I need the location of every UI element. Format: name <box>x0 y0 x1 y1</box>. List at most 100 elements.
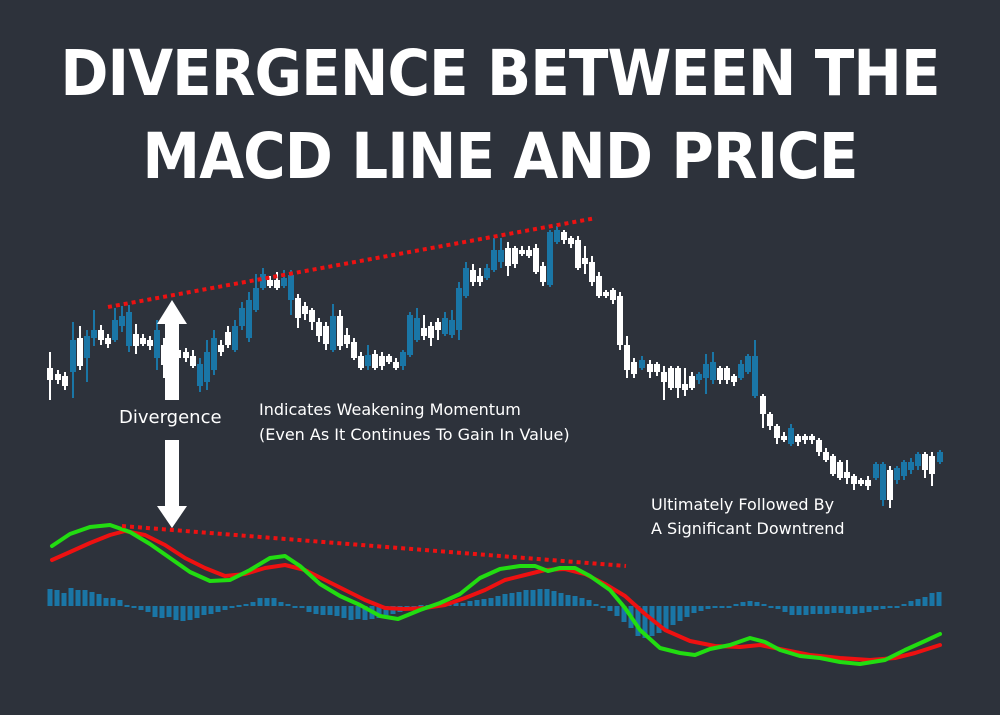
candle <box>505 242 511 276</box>
candle <box>232 320 238 352</box>
candle <box>435 318 441 340</box>
candle <box>561 230 567 244</box>
candle <box>442 312 448 336</box>
candle <box>267 276 273 288</box>
histogram-bar <box>838 606 844 613</box>
candle <box>147 336 153 350</box>
histogram-bar <box>194 606 200 618</box>
histogram-bar <box>530 590 536 606</box>
downtrend-label-1: Ultimately Followed By <box>651 495 835 514</box>
candle <box>682 368 688 396</box>
candle <box>631 358 637 378</box>
candle <box>582 246 588 274</box>
histogram-bar <box>775 606 781 609</box>
histogram-bar <box>61 593 67 606</box>
histogram-bar <box>271 598 277 606</box>
histogram-bar <box>145 606 151 612</box>
histogram-bar <box>187 606 193 620</box>
candle <box>922 452 928 478</box>
candle <box>47 352 53 400</box>
macd-lower-highs-trendline <box>121 524 627 568</box>
histogram-bar <box>334 606 340 616</box>
histogram-bar <box>698 606 704 611</box>
candle <box>901 460 907 480</box>
candle <box>851 474 857 490</box>
candle <box>154 320 160 370</box>
candle <box>112 308 118 342</box>
histogram-bar <box>824 606 830 614</box>
histogram-bar <box>229 606 235 608</box>
candle <box>533 244 539 274</box>
candle <box>365 345 371 370</box>
candle <box>668 366 674 390</box>
candle <box>858 478 864 486</box>
candle <box>295 294 301 328</box>
candle <box>774 424 780 444</box>
histogram-bar <box>418 605 424 607</box>
histogram-bar <box>131 606 137 608</box>
histogram-bar <box>502 594 508 606</box>
candle <box>344 328 350 348</box>
candle <box>512 246 518 268</box>
candle <box>330 304 336 352</box>
histogram-bar <box>313 606 319 614</box>
histogram-bar <box>523 590 529 606</box>
histogram-bar <box>320 606 326 615</box>
candle <box>894 466 900 484</box>
candle <box>880 462 886 506</box>
candle <box>77 326 83 370</box>
histogram-bar <box>180 606 186 621</box>
candle <box>887 466 893 508</box>
candle <box>288 270 294 315</box>
candle <box>624 336 630 378</box>
candle <box>689 372 695 390</box>
candle <box>639 356 645 370</box>
histogram-bar <box>894 606 900 608</box>
histogram-bar <box>579 598 585 606</box>
histogram-bar <box>348 606 354 620</box>
candle <box>717 366 723 384</box>
histogram-bar <box>929 593 935 606</box>
histogram-bar <box>47 589 53 606</box>
histogram-bar <box>362 606 368 620</box>
candle <box>816 438 822 456</box>
histogram-bar <box>789 606 795 615</box>
candle <box>661 366 667 400</box>
histogram-bar <box>880 606 886 609</box>
candle <box>568 236 574 248</box>
candle <box>183 348 189 362</box>
candle <box>309 308 315 330</box>
candle <box>70 322 76 398</box>
histogram-bar <box>747 601 753 606</box>
candle <box>98 325 104 345</box>
histogram-bar <box>740 602 746 606</box>
candle <box>760 394 766 428</box>
candle <box>519 246 525 256</box>
candle <box>526 246 532 258</box>
candle <box>575 236 581 270</box>
histogram-bar <box>488 598 494 606</box>
candle <box>204 340 210 390</box>
histogram-bar <box>516 592 522 606</box>
candle <box>379 352 385 370</box>
histogram-bar <box>901 604 907 606</box>
candle <box>837 460 843 480</box>
candle <box>281 270 287 288</box>
candle <box>589 256 595 286</box>
candle <box>414 308 420 342</box>
candle <box>795 434 801 446</box>
candle <box>865 476 871 490</box>
histogram-bar <box>306 606 312 612</box>
histogram-bar <box>299 606 305 608</box>
candle <box>337 310 343 350</box>
candle <box>731 374 737 386</box>
candle <box>724 366 730 384</box>
histogram-bar <box>607 606 613 611</box>
candle <box>908 458 914 474</box>
histogram-bar <box>96 594 102 606</box>
candle <box>55 370 61 384</box>
candle <box>937 450 943 464</box>
candle <box>745 354 751 374</box>
histogram-bar <box>383 606 389 616</box>
candle <box>491 238 497 272</box>
